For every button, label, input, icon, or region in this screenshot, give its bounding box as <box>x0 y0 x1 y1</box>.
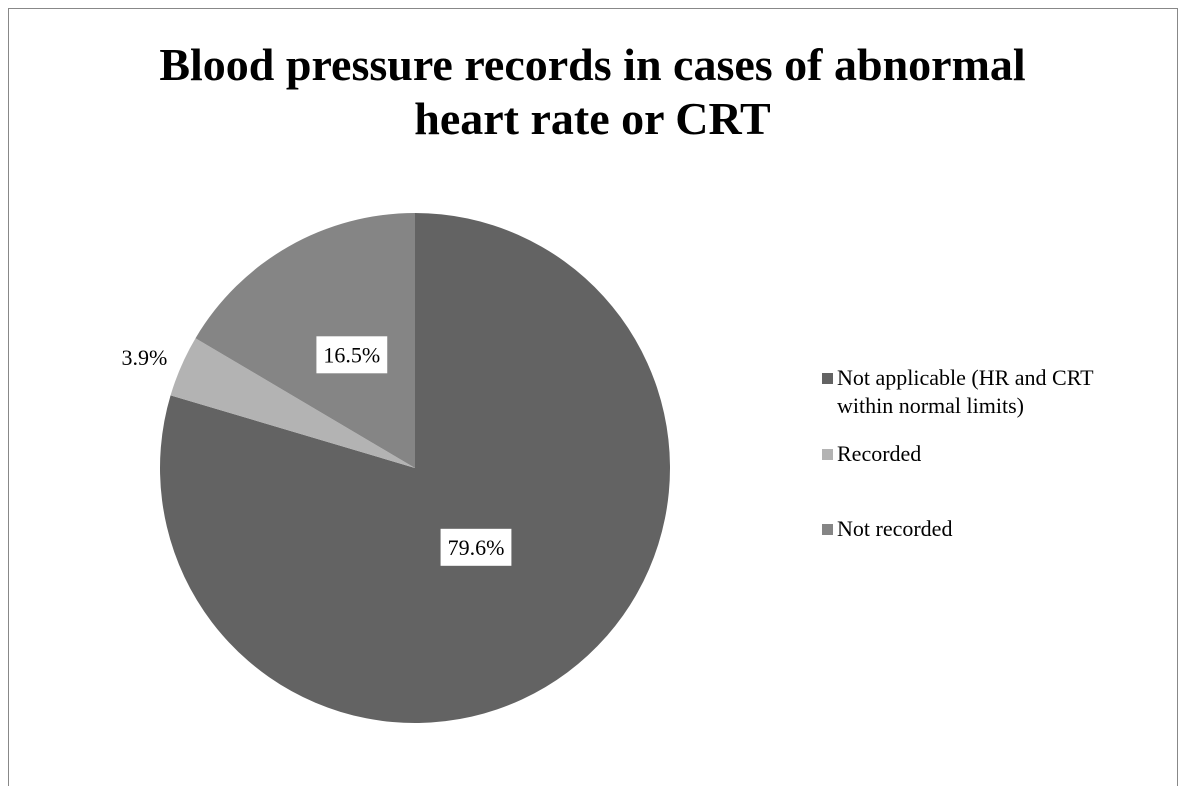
pie-slice <box>160 213 671 724</box>
legend-swatch <box>822 449 833 460</box>
legend-item: Not applicable (HR and CRT within normal… <box>822 364 1182 420</box>
legend-label: Not applicable (HR and CRT within normal… <box>837 365 1094 418</box>
legend-item: Not recorded <box>822 515 1182 543</box>
legend-item: Recorded <box>822 440 1182 468</box>
data-label: 3.9% <box>121 345 167 370</box>
pie-slice <box>170 338 415 468</box>
data-label: 16.5% <box>323 342 380 367</box>
legend-label: Not recorded <box>837 516 953 541</box>
legend-label: Recorded <box>837 441 922 466</box>
chart-title-box: Blood pressure records in cases of abnor… <box>0 38 1185 146</box>
data-label: 79.6% <box>448 535 505 560</box>
pie-slice <box>195 213 415 468</box>
chart-title: Blood pressure records in cases of abnor… <box>159 39 1026 144</box>
data-label-box <box>440 528 512 566</box>
chart-border <box>8 8 1178 786</box>
legend-swatch <box>822 524 833 535</box>
legend-swatch <box>822 373 833 384</box>
data-label-box <box>316 336 388 374</box>
